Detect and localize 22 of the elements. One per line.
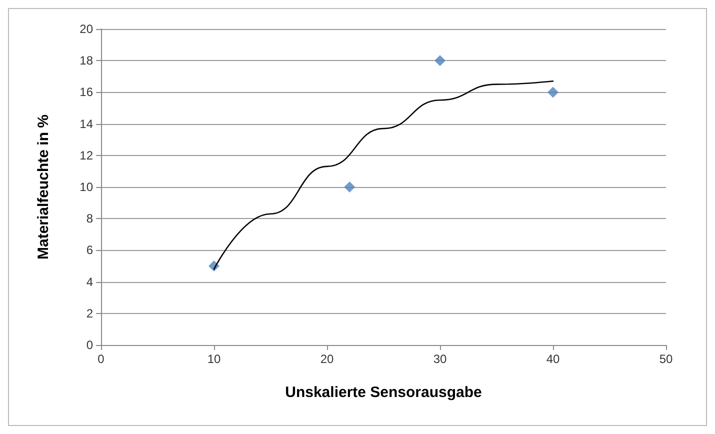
y-tick-label: 4 bbox=[86, 274, 94, 289]
y-tick-label: 8 bbox=[86, 212, 94, 226]
y-tick-label: 20 bbox=[80, 22, 94, 36]
y-tick-label: 14 bbox=[80, 116, 94, 131]
x-tick-label: 10 bbox=[207, 352, 221, 366]
point bbox=[434, 55, 446, 66]
point bbox=[548, 86, 558, 98]
x-tick-label: 50 bbox=[659, 352, 673, 366]
y-tick-label: 0 bbox=[86, 338, 94, 352]
x-tick-label: 20 bbox=[320, 352, 334, 366]
y-axis-title: Materialfeuchte in % bbox=[35, 114, 52, 260]
x-tick-label: 30 bbox=[433, 352, 447, 366]
x-tick-label: 40 bbox=[546, 352, 560, 366]
y-tick-label: 2 bbox=[86, 306, 94, 320]
y-tick-label: 10 bbox=[80, 180, 94, 194]
y-tick-label: 12 bbox=[80, 148, 94, 162]
y-tick-label: 16 bbox=[80, 85, 94, 100]
x-axis-title: Unskalierte Sensorausgabe bbox=[285, 384, 482, 401]
x-tick-label: 0 bbox=[98, 352, 105, 366]
y-tick-label: 18 bbox=[80, 54, 94, 68]
y-tick-label: 6 bbox=[86, 243, 94, 258]
point bbox=[344, 182, 356, 192]
